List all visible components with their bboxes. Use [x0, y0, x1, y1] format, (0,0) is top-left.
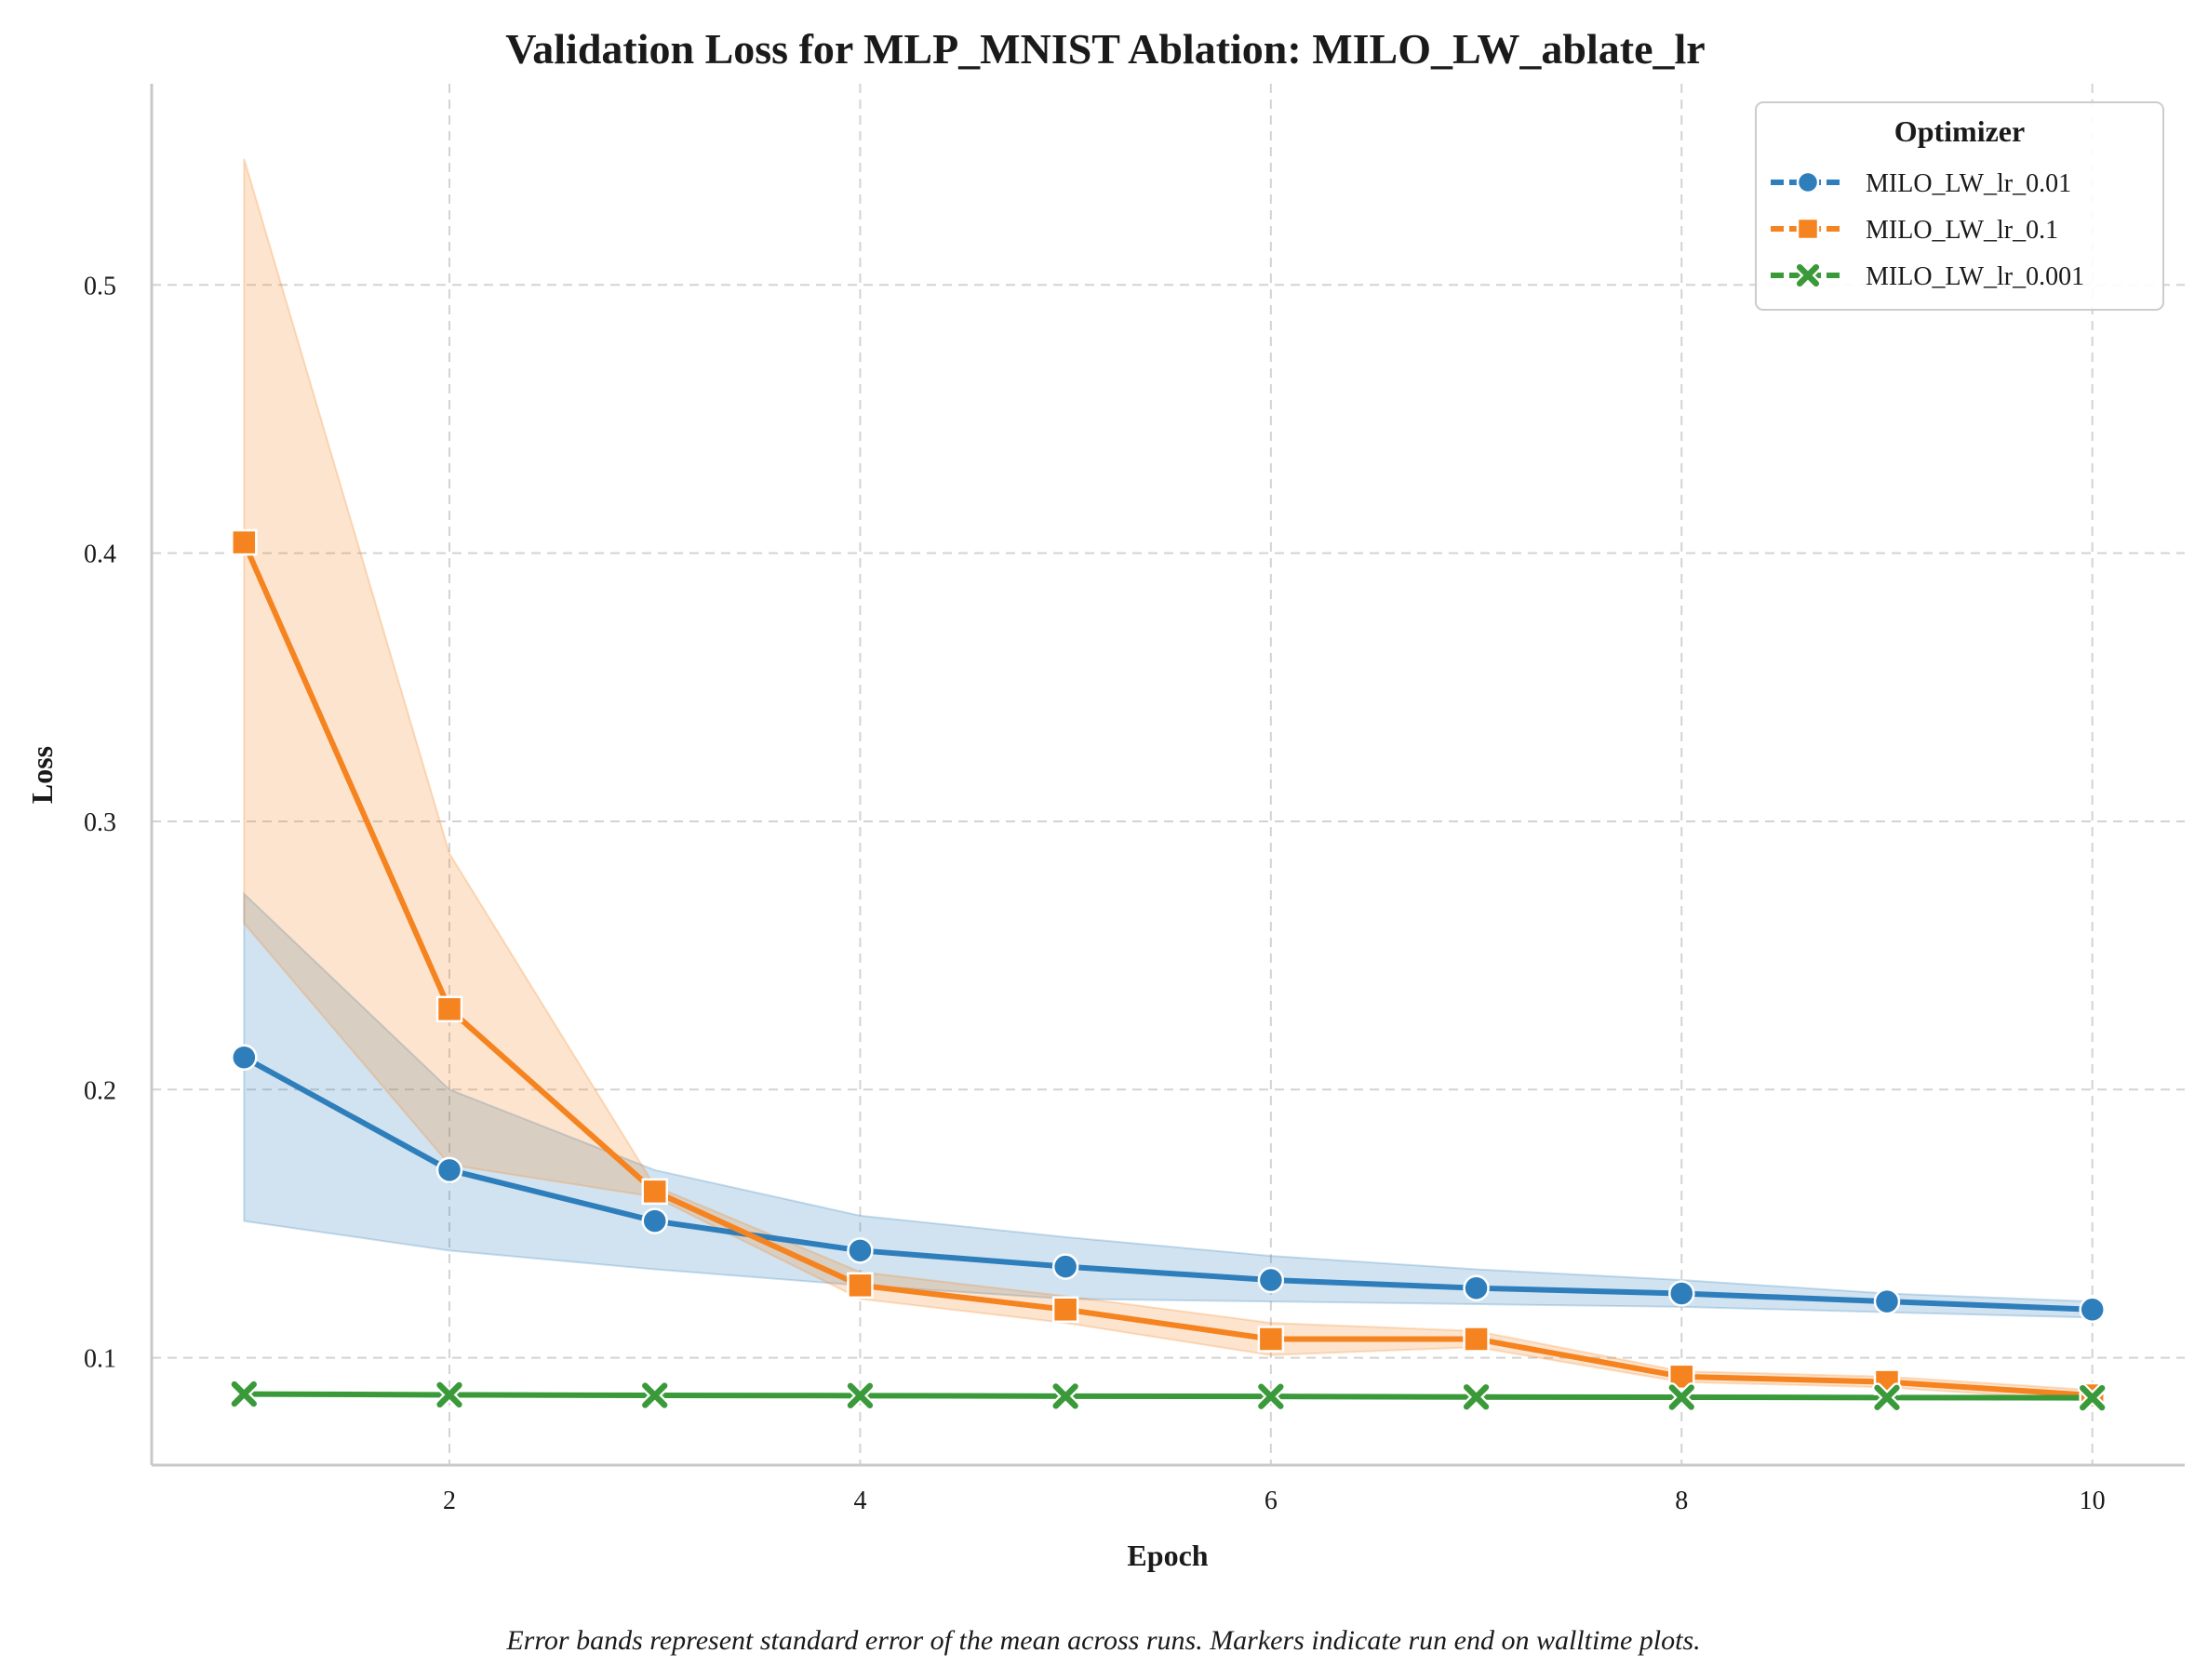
data-point-1-2	[641, 1178, 668, 1206]
legend-items: MILO_LW_lr_0.01 MILO_LW_lr_0.1 MILO_LW_lr_…	[1771, 169, 2084, 291]
data-point-2-9	[2077, 1382, 2108, 1413]
x-tick-label: 4	[853, 1487, 866, 1515]
data-point-0-7	[1668, 1280, 1695, 1307]
data-point-2-2	[639, 1380, 670, 1410]
data-point-0-3	[847, 1237, 874, 1264]
legend-item-2: MILO_LW_lr_0.001	[1771, 261, 2084, 291]
data-point-1-3	[847, 1272, 874, 1300]
y-tick-label: 0.2	[84, 1076, 116, 1105]
y-tick-label: 0.4	[84, 540, 116, 569]
axes	[150, 84, 2185, 1467]
data-point-2-8	[1872, 1382, 1902, 1413]
data-point-0-0	[231, 1044, 258, 1071]
legend-frame	[1755, 101, 2164, 311]
data-point-0-1	[435, 1156, 463, 1184]
y-tick-label: 0.1	[84, 1345, 116, 1374]
series-markers	[229, 528, 2108, 1413]
y-axis-label: Loss	[25, 746, 59, 804]
tick-labels: 2 4 6 8 10 0.1 0.2 0.3 0.4 0.5	[84, 272, 2106, 1515]
data-point-0-4	[1051, 1253, 1079, 1280]
data-point-2-5	[1255, 1381, 1286, 1412]
data-point-2-3	[845, 1380, 876, 1411]
data-point-1-4	[1051, 1296, 1079, 1324]
x-tick-label: 8	[1675, 1487, 1688, 1515]
legend-marker-1	[1796, 217, 1820, 241]
data-point-2-1	[435, 1380, 464, 1410]
legend-marker-2	[1794, 261, 1822, 289]
series-line-0	[241, 1054, 2095, 1313]
data-point-1-0	[231, 528, 258, 556]
chart-title: Validation Loss for MLP_MNIST Ablation: …	[505, 25, 1705, 73]
data-point-0-6	[1463, 1274, 1490, 1301]
legend: Optimizer MILO_LW_lr_0.01MILO_LW_lr_0.1M…	[1755, 101, 2164, 311]
data-point-0-8	[1873, 1287, 1901, 1315]
data-point-0-9	[2079, 1296, 2106, 1324]
data-point-1-5	[1257, 1326, 1285, 1353]
x-axis-label: Epoch	[1127, 1539, 1208, 1572]
legend-label-1: MILO_LW_lr_0.1	[1866, 216, 2058, 245]
series-lines	[241, 540, 2095, 1401]
series-line-2	[241, 1391, 2095, 1401]
grid-lines	[152, 84, 2185, 1465]
series-line-1	[241, 540, 2095, 1399]
y-tick-label: 0.5	[84, 272, 116, 300]
data-point-2-0	[229, 1379, 260, 1409]
legend-title: Optimizer	[1894, 114, 2025, 148]
legend-item-1: MILO_LW_lr_0.1	[1771, 216, 2058, 245]
y-tick-label: 0.3	[84, 808, 116, 837]
x-tick-label: 2	[443, 1487, 456, 1515]
legend-item-0: MILO_LW_lr_0.01	[1771, 169, 2071, 198]
legend-label-2: MILO_LW_lr_0.001	[1866, 262, 2084, 291]
legend-marker-0	[1796, 170, 1820, 194]
data-point-0-5	[1257, 1266, 1285, 1294]
legend-label-0: MILO_LW_lr_0.01	[1866, 169, 2071, 198]
data-point-2-6	[1461, 1381, 1492, 1412]
data-point-1-1	[435, 995, 463, 1023]
data-point-2-4	[1050, 1380, 1081, 1411]
data-point-0-2	[641, 1207, 668, 1234]
data-point-1-6	[1463, 1326, 1490, 1353]
chart-caption: Error bands represent standard error of …	[505, 1625, 1700, 1656]
data-point-2-7	[1666, 1382, 1697, 1412]
x-tick-label: 10	[2080, 1487, 2106, 1515]
x-tick-label: 6	[1265, 1487, 1278, 1515]
